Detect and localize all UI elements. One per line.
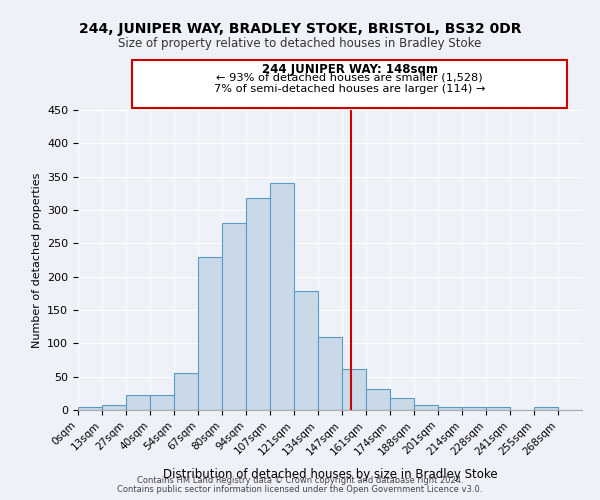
- Bar: [126, 396, 150, 410]
- Y-axis label: Number of detached properties: Number of detached properties: [32, 172, 41, 348]
- Text: 244, JUNIPER WAY, BRADLEY STOKE, BRISTOL, BS32 0DR: 244, JUNIPER WAY, BRADLEY STOKE, BRISTOL…: [79, 22, 521, 36]
- Bar: [246, 198, 270, 410]
- X-axis label: Distribution of detached houses by size in Bradley Stoke: Distribution of detached houses by size …: [163, 468, 497, 480]
- Bar: [342, 368, 366, 410]
- Bar: [366, 390, 390, 410]
- Bar: [414, 406, 438, 410]
- Text: 244 JUNIPER WAY: 148sqm: 244 JUNIPER WAY: 148sqm: [262, 62, 437, 76]
- Bar: [294, 292, 318, 410]
- Bar: [222, 224, 246, 410]
- Bar: [462, 408, 486, 410]
- Bar: [198, 256, 222, 410]
- Bar: [534, 408, 558, 410]
- Bar: [174, 374, 198, 410]
- Bar: [150, 396, 174, 410]
- Bar: [390, 398, 414, 410]
- Text: 7% of semi-detached houses are larger (114) →: 7% of semi-detached houses are larger (1…: [214, 84, 485, 94]
- Text: Contains HM Land Registry data © Crown copyright and database right 2024.: Contains HM Land Registry data © Crown c…: [137, 476, 463, 485]
- Bar: [270, 184, 294, 410]
- Bar: [318, 336, 342, 410]
- Bar: [486, 408, 510, 410]
- Bar: [438, 406, 462, 410]
- Text: ← 93% of detached houses are smaller (1,528): ← 93% of detached houses are smaller (1,…: [216, 72, 483, 83]
- Bar: [78, 408, 102, 410]
- Bar: [102, 406, 126, 410]
- Text: Contains public sector information licensed under the Open Government Licence v3: Contains public sector information licen…: [118, 485, 482, 494]
- Text: Size of property relative to detached houses in Bradley Stoke: Size of property relative to detached ho…: [118, 38, 482, 51]
